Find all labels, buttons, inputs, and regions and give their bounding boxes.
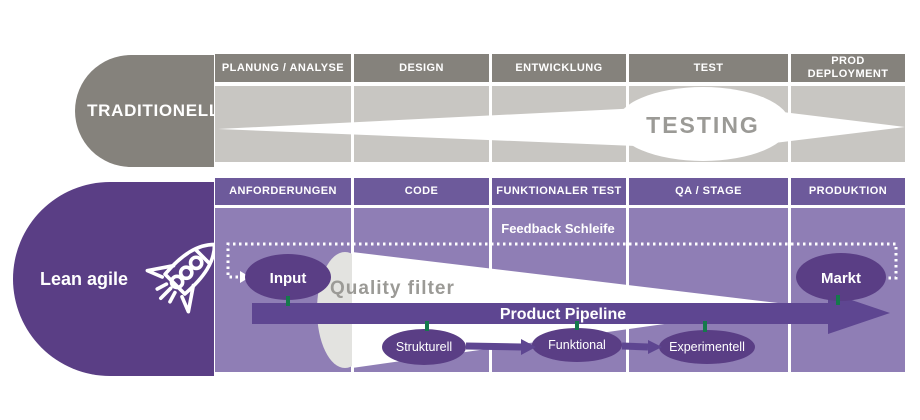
traditional-header-row: PLANUNG / ANALYSE DESIGN ENTWICKLUNG TES… <box>215 54 905 82</box>
trad-header-cell-planung-analyse: PLANUNG / ANALYSE <box>215 54 351 82</box>
trad-header-cell-prod-deployment: PROD DEPLOYMENT <box>791 54 905 82</box>
trad-body-cell <box>791 86 905 162</box>
lean-header-cell-code: CODE <box>354 178 489 205</box>
traditional-body-row <box>215 86 905 162</box>
lean-header-cell-qa-stage: QA / STAGE <box>629 178 788 205</box>
lean-agile-pill: Lean agile <box>13 182 217 376</box>
trad-body-cell <box>629 86 788 162</box>
traditionell-pill: TRADITIONELL <box>75 55 219 167</box>
trad-header-cell-entwicklung: ENTWICKLUNG <box>492 54 626 82</box>
trad-body-cell <box>492 86 626 162</box>
rocket-icon <box>130 225 234 334</box>
lean-header-cell-funktionaler-test: FUNKTIONALER TEST <box>492 178 626 205</box>
trad-header-cell-design: DESIGN <box>354 54 489 82</box>
lean-header-cell-produktion: PRODUKTION <box>791 178 905 205</box>
lean-agile-label: Lean agile <box>40 268 129 289</box>
traditionell-label: TRADITIONELL <box>87 101 220 120</box>
lean-body-cell <box>354 208 489 372</box>
lean-body-cell <box>629 208 788 372</box>
lean-header-row: ANFORDERUNGEN CODE FUNKTIONALER TEST QA … <box>215 178 905 205</box>
lean-body-cell <box>791 208 905 372</box>
lean-header-cell-anforderungen: ANFORDERUNGEN <box>215 178 351 205</box>
trad-body-cell <box>354 86 489 162</box>
lean-body-cell <box>492 208 626 372</box>
trad-header-cell-test: TEST <box>629 54 788 82</box>
trad-body-cell <box>215 86 351 162</box>
lean-body-row <box>215 208 905 372</box>
lean-body-cell <box>215 208 351 372</box>
